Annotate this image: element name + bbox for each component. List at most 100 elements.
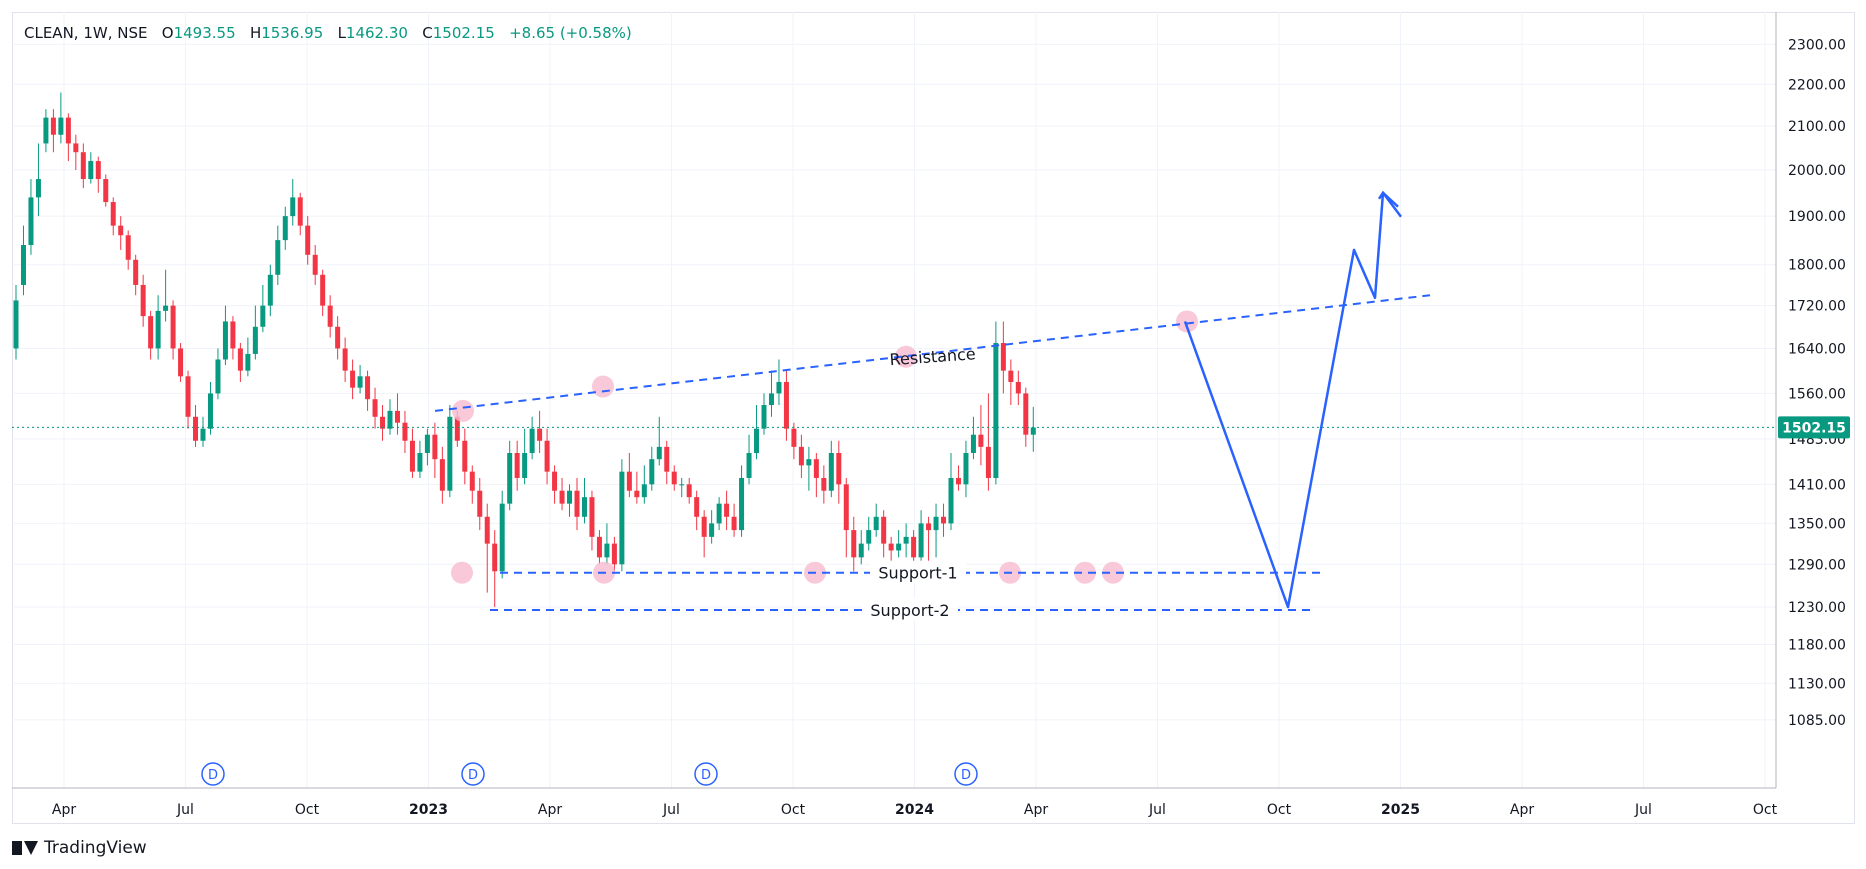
candle-body: [694, 497, 700, 517]
y-tick-label: 1290.00: [1788, 557, 1846, 573]
candle-body: [716, 503, 722, 524]
legend-open: 1493.55: [173, 24, 236, 42]
candle-body: [185, 376, 191, 417]
candle-body: [843, 484, 849, 531]
brand-name: TradingView: [44, 838, 147, 858]
legend-change: +8.65 (+0.58%): [509, 24, 632, 42]
x-tick-label: Jul: [662, 802, 680, 818]
projection-arrowhead: [1377, 190, 1402, 218]
candle-body: [80, 152, 86, 180]
candle-body: [65, 117, 71, 144]
candle-body: [477, 490, 483, 517]
candle-body: [963, 452, 969, 485]
x-tick-label: Jul: [1148, 802, 1166, 818]
dividend-marker-label: D: [701, 768, 711, 783]
dividend-marker: [954, 762, 978, 786]
last-price-badge: [1778, 416, 1850, 439]
y-tick-label: 1560.00: [1788, 386, 1846, 402]
touch-point-marker: [895, 345, 917, 368]
candle-body: [1000, 342, 1006, 371]
support-2-label: Support-2: [870, 601, 949, 620]
candle-body: [604, 543, 610, 558]
touch-point-marker: [1176, 310, 1198, 333]
candle-body: [634, 490, 640, 498]
candle-body: [514, 452, 520, 478]
candle-body: [73, 143, 79, 153]
candle-body: [903, 536, 909, 544]
candle-body: [873, 516, 879, 531]
legend-low-label: L: [337, 24, 346, 42]
y-tick-label: 2200.00: [1788, 77, 1846, 93]
y-tick-label: 1085.00: [1788, 713, 1846, 729]
candle-body: [955, 477, 961, 485]
candle-body: [791, 428, 797, 447]
candle-body: [731, 516, 737, 531]
tradingview-brand[interactable]: TradingView: [12, 838, 147, 858]
candle-body: [768, 393, 774, 406]
candle-body: [110, 202, 116, 226]
candle-body: [686, 484, 692, 498]
last-price-label: 1502.15: [1782, 420, 1846, 436]
candle-body: [948, 477, 954, 524]
candle-body: [1015, 381, 1021, 394]
candle-body: [993, 342, 999, 478]
candle-body: [312, 254, 318, 275]
candle-body: [926, 523, 932, 531]
touch-point-marker: [1102, 561, 1124, 584]
y-tick-label: 1720.00: [1788, 299, 1846, 315]
candle-body: [559, 490, 565, 504]
candle-body: [380, 416, 386, 429]
candle-body: [739, 477, 745, 531]
candle-body: [357, 376, 363, 388]
candle-body: [746, 452, 752, 478]
projection-path: [1183, 191, 1399, 609]
candle-body: [402, 422, 408, 441]
support-2-label-bg: [862, 598, 958, 621]
touch-point-marker: [592, 375, 614, 398]
candle-body: [709, 523, 715, 537]
candle-body: [492, 543, 498, 572]
candle-body: [28, 197, 34, 245]
candle-body: [133, 259, 139, 285]
legend-close-label: C: [422, 24, 433, 42]
x-tick-label: Oct: [1753, 802, 1778, 818]
candle-body: [155, 310, 161, 349]
touch-point-marker: [1074, 561, 1096, 584]
candle-body: [866, 530, 872, 544]
candle-body: [95, 161, 101, 180]
candle-body: [230, 321, 236, 349]
candle-body: [290, 197, 296, 217]
candle-body: [754, 428, 760, 453]
candle-body: [447, 416, 453, 491]
y-tick-label: 1130.00: [1788, 676, 1846, 692]
y-tick-label: 2000.00: [1788, 163, 1846, 179]
candle-body: [544, 440, 550, 472]
dividend-marker: [694, 762, 718, 786]
candle-body: [207, 393, 213, 429]
candle-body: [679, 484, 685, 486]
candle-body: [896, 543, 902, 551]
candle-body: [252, 326, 258, 354]
candle-body: [761, 405, 767, 429]
candle-body: [50, 117, 56, 135]
candle-body: [522, 452, 528, 478]
candle-body: [43, 117, 49, 144]
touch-point-marker: [451, 561, 473, 584]
candle-body: [417, 452, 423, 472]
x-tick-label: Apr: [1510, 802, 1534, 818]
candle-body: [641, 484, 647, 498]
dividend-marker: [201, 762, 225, 786]
candle-body: [305, 225, 311, 255]
candle-body: [567, 490, 573, 504]
legend-open-label: O: [161, 24, 174, 42]
candle-body: [649, 459, 655, 485]
candle-body: [275, 240, 281, 275]
candle-body: [671, 471, 677, 485]
candle-body: [350, 370, 356, 388]
candle-body: [282, 216, 288, 241]
candle-body: [537, 428, 543, 441]
candle-body: [851, 530, 857, 558]
candle-body: [701, 516, 707, 537]
support-1-label: Support-1: [878, 564, 957, 583]
